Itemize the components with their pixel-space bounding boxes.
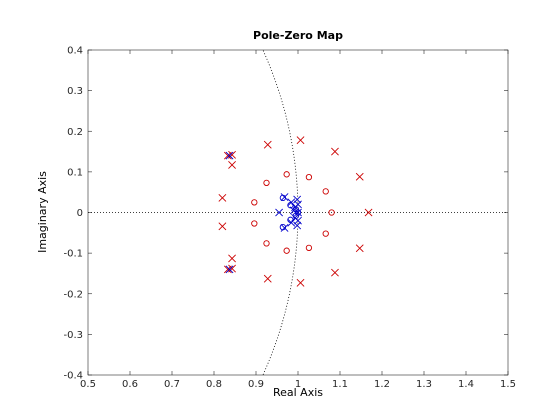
x-tick-label: 0.5 xyxy=(80,379,96,390)
pole-marker xyxy=(228,161,236,169)
x-tick-label: 0.9 xyxy=(248,379,264,390)
x-tick-label: 1 xyxy=(295,379,301,390)
pole-marker xyxy=(263,140,272,149)
pole-marker xyxy=(280,224,289,232)
pole-marker xyxy=(364,208,373,217)
x-tick-label: 1.3 xyxy=(416,379,432,390)
pole-marker xyxy=(263,274,272,283)
zero-marker xyxy=(294,209,302,216)
zero-marker xyxy=(283,247,290,254)
pole-marker xyxy=(223,151,232,160)
zero-marker xyxy=(283,171,290,178)
pole-marker xyxy=(331,268,339,277)
pole-marker xyxy=(225,265,234,274)
zero-marker xyxy=(251,220,258,227)
zero-marker xyxy=(251,199,258,206)
pole-marker xyxy=(275,208,284,217)
zero-marker xyxy=(305,174,313,181)
y-axis-label: Imaginary Axis xyxy=(36,171,49,253)
zero-marker xyxy=(328,209,335,216)
pole-marker xyxy=(293,221,302,230)
zero-marker xyxy=(322,230,329,237)
plot-content xyxy=(88,50,508,375)
zero-marker xyxy=(292,212,300,219)
pole-marker xyxy=(223,265,232,274)
y-tick-label: -0.2 xyxy=(63,289,83,300)
x-tick-label: 1.4 xyxy=(458,379,474,390)
pole-marker xyxy=(225,151,234,160)
y-tick-label: -0.1 xyxy=(63,249,83,260)
zero-marker xyxy=(279,194,287,202)
zero-marker xyxy=(292,206,300,213)
x-tick-label: 1.5 xyxy=(500,379,516,390)
zero-marker xyxy=(263,240,270,247)
y-tick-label: 0.1 xyxy=(67,167,83,178)
zero-marker xyxy=(287,216,294,223)
pole-marker xyxy=(296,278,305,287)
zero-marker xyxy=(287,202,294,209)
pole-marker xyxy=(355,172,364,181)
zero-marker xyxy=(263,179,270,186)
axis-ticks: 0.5 0.6 0.7 0.8 0.9 1 1.1 1.2 1.3 1.4 1.5 -0.4 -0.3 -… xyxy=(63,46,515,391)
y-tick-label: -0.3 xyxy=(63,330,83,341)
x-tick-label: 0.8 xyxy=(206,379,222,390)
x-axis-label: Real Axis xyxy=(273,386,323,399)
zero-marker xyxy=(305,244,313,251)
y-tick-label: 0.4 xyxy=(67,46,83,57)
pole-marker xyxy=(218,222,227,231)
zero-marker xyxy=(322,188,329,195)
pole-marker xyxy=(293,195,302,204)
y-tick-label: 0.3 xyxy=(67,86,83,97)
y-tick-label: 0 xyxy=(77,208,83,219)
x-tick-label: 0.6 xyxy=(122,379,138,390)
y-tick-label: 0.2 xyxy=(67,127,83,138)
pole-marker xyxy=(296,136,305,145)
pole-marker xyxy=(280,193,289,201)
y-tick-label: -0.4 xyxy=(63,371,83,382)
x-tick-label: 1.2 xyxy=(374,379,390,390)
x-tick-label: 0.7 xyxy=(164,379,180,390)
pole-marker xyxy=(294,208,302,217)
chart-title: Pole-Zero Map xyxy=(253,29,343,42)
pole-marker xyxy=(218,193,227,202)
pole-marker xyxy=(331,147,339,156)
pole-marker xyxy=(228,254,236,263)
x-tick-label: 1.1 xyxy=(332,379,348,390)
pole-marker xyxy=(355,244,364,253)
zero-marker xyxy=(279,223,287,231)
